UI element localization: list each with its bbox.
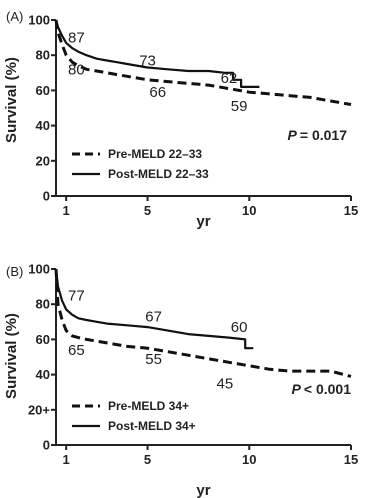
survival-annotation: 77 — [68, 287, 85, 304]
legend-label: Pre-MELD 34+ — [108, 399, 189, 413]
survival-annotation: 67 — [145, 309, 162, 326]
x-tick-label: 10 — [242, 452, 256, 467]
legend-label: Post-MELD 34+ — [108, 419, 196, 433]
survival-annotation: 80 — [68, 61, 85, 78]
p-value-text: = 0.017 — [300, 127, 347, 143]
series-line-post — [54, 19, 260, 88]
x-tick-label: 10 — [242, 203, 256, 218]
survival-annotation: 45 — [217, 375, 234, 392]
p-value-text: < 0.001 — [304, 381, 351, 397]
x-tick-label: 15 — [344, 452, 358, 467]
survival-annotation: 87 — [68, 30, 85, 47]
survival-annotation: 59 — [231, 98, 248, 115]
x-tick-label: 5 — [144, 452, 151, 467]
p-value-label: P = 0.017 — [288, 127, 348, 143]
survival-annotation: 65 — [68, 342, 85, 359]
y-tick-label: 80 — [36, 48, 50, 63]
survival-annotation: 62 — [221, 70, 238, 87]
series-line-pre — [54, 19, 352, 106]
panel-label: (A) — [6, 9, 23, 24]
y-tick-label: 0 — [43, 189, 50, 204]
x-axis-title: yr — [196, 213, 210, 230]
x-tick-label: 15 — [344, 203, 358, 218]
legend-label: Post-MELD 22–33 — [108, 167, 209, 181]
y-tick-label: 100 — [28, 262, 50, 277]
x-axis-title: yr — [196, 482, 210, 498]
p-symbol: P — [288, 127, 298, 143]
y-axis-title: Survival (%) — [3, 57, 20, 143]
p-symbol: P — [292, 381, 302, 397]
y-tick-label: 100 — [28, 13, 50, 28]
y-axis-title: Survival (%) — [3, 313, 20, 399]
x-tick-label: 1 — [63, 203, 70, 218]
survival-annotation: 66 — [149, 84, 166, 101]
p-value-label: P < 0.001 — [292, 381, 352, 397]
y-tick-label: 20+ — [28, 402, 50, 417]
y-tick-label: 80 — [36, 297, 50, 312]
survival-annotation: 55 — [145, 351, 162, 368]
y-tick-label: 0 — [43, 438, 50, 453]
x-tick-label: 1 — [63, 452, 70, 467]
panel-label: (B) — [6, 264, 23, 279]
y-tick-label: 40 — [36, 118, 50, 133]
survival-annotation: 60 — [231, 319, 248, 336]
y-tick-label: 40 — [36, 367, 50, 382]
legend-label: Pre-MELD 22–33 — [108, 147, 202, 161]
y-tick-label: 60 — [36, 332, 50, 347]
y-tick-label: 60 — [36, 83, 50, 98]
survival-annotation: 73 — [139, 52, 156, 69]
series-line-post — [54, 268, 254, 350]
series-line-pre — [54, 268, 352, 378]
y-tick-label: 20 — [36, 153, 50, 168]
x-tick-label: 5 — [144, 203, 151, 218]
